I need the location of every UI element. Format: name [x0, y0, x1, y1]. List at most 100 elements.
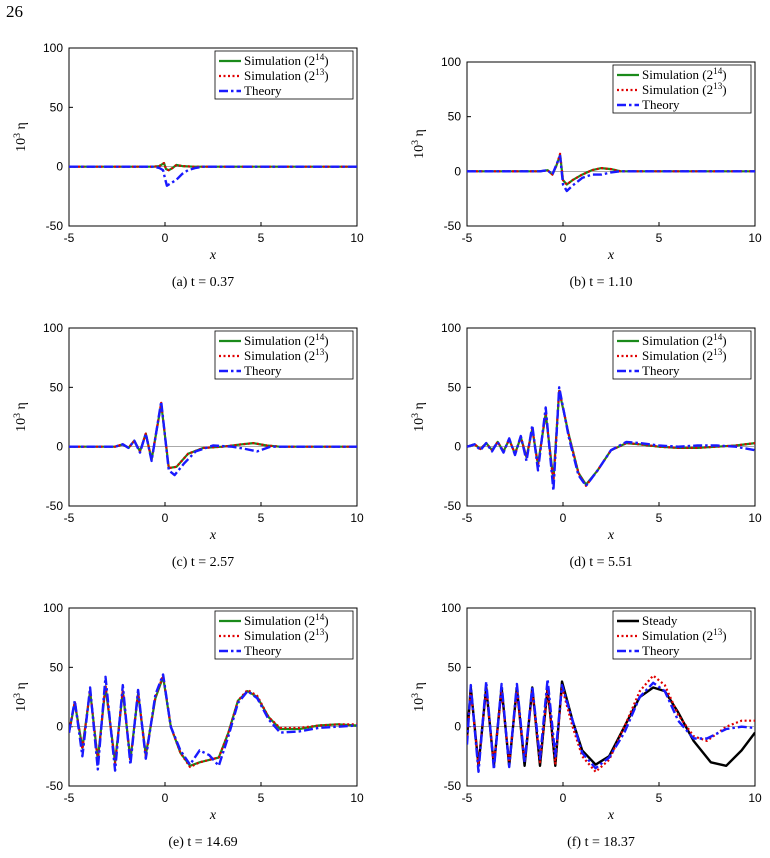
y-tick-label: 0	[454, 164, 461, 178]
series-line	[467, 154, 755, 193]
y-tick-label: 0	[56, 440, 63, 454]
y-tick-label: -50	[46, 499, 64, 513]
y-tick-label: -50	[444, 779, 462, 793]
x-axis-label: x	[209, 528, 217, 543]
series-line	[467, 386, 755, 492]
x-tick-label: 10	[748, 511, 762, 525]
legend-entry: Simulation (214)	[642, 332, 727, 348]
legend-entry: Simulation (213)	[244, 627, 329, 643]
legend-entry: Simulation (214)	[244, 52, 329, 68]
y-tick-label: 50	[448, 660, 462, 674]
y-tick-label: 50	[50, 100, 64, 114]
y-tick-label: -50	[46, 779, 64, 793]
y-axis-label: 103 η	[410, 129, 428, 159]
y-tick-label: 50	[448, 380, 462, 394]
legend: Simulation (214)Simulation (213)Theory	[214, 50, 354, 100]
x-tick-label: 10	[748, 231, 762, 245]
y-tick-label: 100	[441, 321, 461, 335]
legend-entry: Theory	[244, 363, 282, 378]
legend-entry: Theory	[642, 643, 680, 658]
y-axis-label: 103 η	[410, 402, 428, 432]
y-tick-label: 50	[50, 380, 64, 394]
legend-entry: Simulation (213)	[244, 67, 329, 83]
x-tick-label: -5	[64, 791, 75, 805]
y-axis-label: 103 η	[410, 682, 428, 712]
panel-caption: (a) t = 0.37	[172, 275, 234, 290]
legend-entry: Simulation (213)	[642, 627, 727, 643]
series-line	[467, 152, 755, 186]
x-axis-label: x	[607, 528, 615, 543]
x-tick-label: 5	[656, 791, 663, 805]
legend-entry: Simulation (214)	[642, 66, 727, 82]
x-tick-label: 0	[162, 791, 169, 805]
legend: Simulation (214)Simulation (213)Theory	[612, 330, 752, 380]
x-tick-label: 5	[656, 231, 663, 245]
y-tick-label: 0	[454, 440, 461, 454]
x-tick-label: -5	[64, 231, 75, 245]
y-tick-label: -50	[46, 219, 64, 233]
x-tick-label: 0	[560, 511, 567, 525]
legend: Simulation (214)Simulation (213)Theory	[214, 330, 354, 380]
y-tick-label: 100	[441, 55, 461, 69]
legend-entry: Theory	[244, 83, 282, 98]
legend-entry: Theory	[642, 97, 680, 112]
x-axis-label: x	[607, 248, 615, 263]
legend-entry: Simulation (213)	[642, 347, 727, 363]
legend-entry: Simulation (214)	[244, 332, 329, 348]
legend-entry: Theory	[642, 363, 680, 378]
y-tick-label: 0	[454, 720, 461, 734]
x-tick-label: -5	[64, 511, 75, 525]
panel-caption: (b) t = 1.10	[569, 275, 632, 290]
legend-entry: Simulation (213)	[642, 81, 727, 97]
y-tick-label: 0	[56, 720, 63, 734]
plot-frame	[466, 61, 756, 227]
y-tick-label: 0	[56, 160, 63, 174]
x-tick-label: 10	[350, 231, 364, 245]
series-line	[467, 678, 755, 773]
legend-entry: Simulation (213)	[244, 347, 329, 363]
plot-frame	[68, 607, 358, 787]
plot-frame	[466, 607, 756, 787]
x-axis-label: x	[209, 248, 217, 263]
plot-frame	[466, 327, 756, 507]
page-number: 26	[6, 2, 23, 21]
x-tick-label: 0	[162, 511, 169, 525]
x-tick-label: 0	[560, 791, 567, 805]
series-line	[467, 674, 755, 773]
x-tick-label: 0	[162, 231, 169, 245]
y-tick-label: -50	[444, 219, 462, 233]
plot-frame	[68, 47, 358, 227]
legend-entry: Theory	[244, 643, 282, 658]
x-tick-label: 10	[350, 511, 364, 525]
x-tick-label: -5	[462, 791, 473, 805]
series-line	[69, 402, 357, 470]
x-tick-label: -5	[462, 511, 473, 525]
x-tick-label: -5	[462, 231, 473, 245]
legend: Simulation (214)Simulation (213)Theory	[214, 610, 354, 660]
y-axis-label: 103 η	[12, 402, 30, 432]
y-tick-label: 100	[441, 601, 461, 615]
y-tick-label: 100	[43, 601, 63, 615]
y-tick-label: 100	[43, 321, 63, 335]
panel-caption: (c) t = 2.57	[172, 555, 234, 570]
x-tick-label: 5	[258, 511, 265, 525]
legend-entry: Simulation (214)	[244, 612, 329, 628]
legend: Simulation (214)Simulation (213)Theory	[612, 64, 752, 114]
plot-frame	[68, 327, 358, 507]
panel-caption: (d) t = 5.51	[569, 555, 632, 570]
x-tick-label: 10	[350, 791, 364, 805]
series-line	[69, 400, 357, 477]
x-tick-label: 5	[258, 231, 265, 245]
series-line	[69, 401, 357, 470]
y-axis-label: 103 η	[12, 122, 30, 152]
y-axis-label: 103 η	[12, 682, 30, 712]
panel-caption: (e) t = 14.69	[168, 835, 237, 850]
x-tick-label: 0	[560, 231, 567, 245]
y-tick-label: 50	[50, 660, 64, 674]
